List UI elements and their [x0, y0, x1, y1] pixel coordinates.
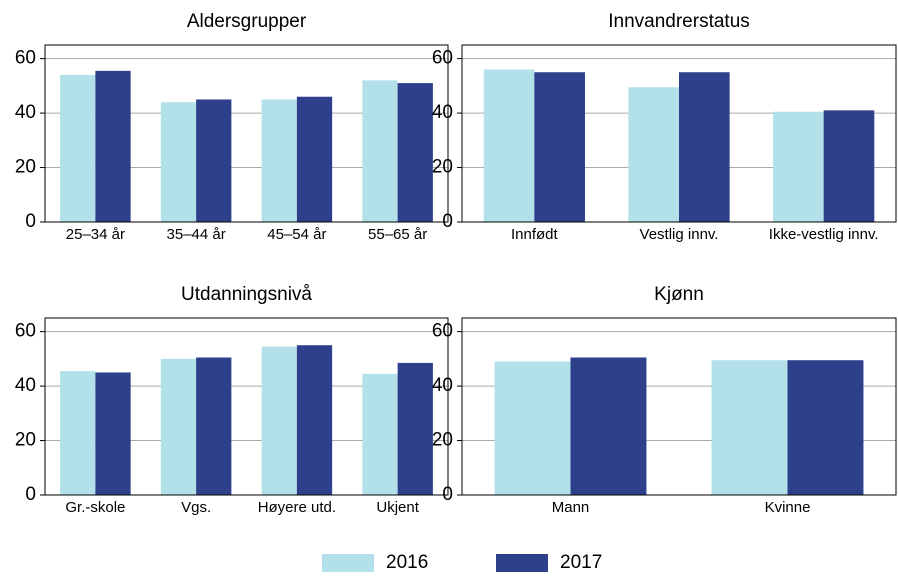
bar — [711, 360, 788, 495]
x-tick-label: 35–44 år — [167, 226, 226, 243]
bar — [773, 111, 824, 222]
chart-title: Innvandrerstatus — [608, 11, 750, 32]
bar — [196, 99, 232, 222]
x-tick-label: Mann — [552, 499, 590, 516]
x-tick-label: 25–34 år — [66, 226, 125, 243]
x-tick-label: Innfødt — [511, 226, 559, 243]
chart-title: Kjønn — [654, 284, 704, 305]
x-tick-label: Ukjent — [376, 499, 419, 516]
y-tick-label: 60 — [15, 48, 36, 69]
bar — [628, 87, 679, 222]
plot-frame — [461, 317, 897, 496]
bar — [261, 346, 297, 495]
bar — [95, 70, 131, 222]
bar — [261, 99, 297, 222]
bar — [296, 96, 333, 222]
y-tick-label: 0 — [25, 484, 36, 505]
y-tick-label: 20 — [432, 430, 453, 451]
x-tick-label: Gr.-skole — [65, 499, 125, 516]
bar — [95, 372, 131, 495]
bar — [397, 362, 433, 495]
bar — [160, 358, 197, 495]
legend-label: 2017 — [560, 552, 602, 573]
x-tick-label: 45–54 år — [267, 226, 326, 243]
chart-title: Utdanningsnivå — [181, 284, 312, 305]
y-tick-label: 40 — [432, 375, 453, 396]
bar — [534, 72, 585, 222]
legend-label: 2016 — [386, 552, 428, 573]
bar — [483, 69, 535, 222]
x-tick-label: Vestlig innv. — [640, 226, 719, 243]
bar — [362, 373, 398, 495]
y-tick-label: 0 — [25, 211, 36, 232]
plot-frame — [44, 44, 449, 223]
legend-swatch — [322, 554, 374, 572]
bar — [362, 80, 398, 223]
y-tick-label: 20 — [432, 157, 453, 178]
y-tick-label: 20 — [15, 157, 36, 178]
bar — [787, 360, 864, 495]
y-tick-label: 60 — [15, 321, 36, 342]
y-tick-label: 60 — [432, 48, 453, 69]
x-tick-label: 55–65 år — [368, 226, 427, 243]
bar — [196, 357, 232, 495]
bar — [296, 345, 333, 495]
bar — [397, 83, 433, 222]
bar — [494, 361, 571, 495]
y-tick-label: 40 — [15, 375, 36, 396]
bar — [60, 371, 96, 495]
x-tick-label: Vgs. — [181, 499, 211, 516]
bar — [60, 74, 96, 222]
legend-swatch — [496, 554, 548, 572]
y-tick-label: 0 — [442, 484, 453, 505]
y-tick-label: 20 — [15, 430, 36, 451]
bar — [823, 110, 875, 222]
bar — [570, 357, 647, 495]
y-tick-label: 40 — [432, 102, 453, 123]
y-tick-label: 60 — [432, 321, 453, 342]
bar — [160, 102, 197, 222]
x-tick-label: Kvinne — [765, 499, 811, 516]
y-tick-label: 40 — [15, 102, 36, 123]
x-tick-label: Høyere utd. — [258, 499, 336, 516]
x-tick-label: Ikke-vestlig innv. — [769, 226, 879, 243]
plot-frame — [44, 317, 449, 496]
plot-frame — [461, 44, 897, 223]
chart-title: Aldersgrupper — [187, 11, 307, 32]
bar — [679, 72, 730, 222]
y-tick-label: 0 — [442, 211, 453, 232]
